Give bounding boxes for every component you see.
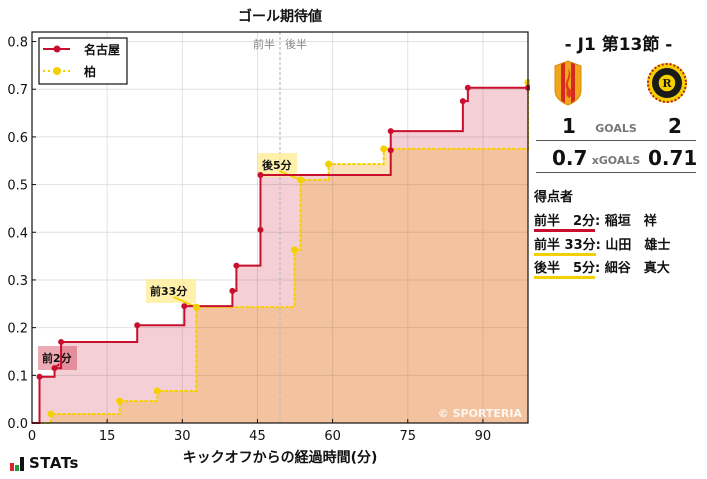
y-tick-label: 0.7 [7, 83, 28, 98]
svg-text:R: R [662, 77, 672, 90]
away-xgoals: 0.71 [648, 146, 698, 170]
y-tick-label: 0.8 [7, 36, 28, 51]
home-data-point [51, 365, 58, 372]
y-tick-label: 0.4 [7, 226, 28, 241]
legend-away-marker-icon [53, 67, 61, 75]
scorer-item: 後半 5分: 細谷 真大 [534, 257, 670, 279]
scorer-time: 前半 33分 [534, 234, 596, 256]
away-data-point [297, 176, 305, 184]
xgoals-row: 0.7 xGOALS 0.71 [536, 144, 698, 173]
legend-home-label: 名古屋 [84, 42, 120, 57]
x-tick-label: 60 [324, 429, 341, 444]
home-data-point [464, 84, 471, 91]
away-data-point [192, 303, 200, 311]
away-data-point [47, 410, 55, 418]
home-data-point [257, 172, 264, 179]
x-tick-label: 75 [399, 429, 416, 444]
annotation-label: 後5分 [262, 158, 292, 172]
away-data-point [325, 160, 333, 168]
scorer-name: : 山田 雄士 [595, 238, 671, 253]
scorer-item: 前半 2分: 稲垣 祥 [534, 210, 657, 232]
scorer-item: 前半 33分: 山田 雄士 [534, 234, 670, 256]
home-data-point [134, 322, 141, 329]
away-data-point [153, 387, 161, 395]
annotation-box [258, 153, 297, 177]
away-data-point [116, 397, 124, 405]
x-tick-label: 45 [249, 429, 266, 444]
y-tick-label: 0.3 [7, 274, 28, 289]
bar-chart-icon [10, 457, 24, 471]
xgoals-label: xGOALS [591, 154, 641, 167]
home-data-point [58, 338, 65, 345]
away-data-point [380, 145, 388, 153]
annotation-label: 前2分 [42, 351, 72, 365]
scorer-name: : 細谷 真大 [595, 261, 670, 276]
x-tick-label: 15 [99, 429, 116, 444]
home-data-point [387, 128, 394, 135]
y-tick-label: 0.2 [7, 322, 28, 337]
away-area [32, 82, 528, 424]
x-tick-label: 30 [174, 429, 191, 444]
away-team-crest-icon: R [647, 63, 687, 103]
home-data-point [387, 147, 394, 154]
watermark: © SPORTERIA [438, 407, 523, 420]
scorer-time: 前半 2分 [534, 210, 596, 232]
goals-row: 1 GOALS 2 [536, 112, 696, 141]
round-title: - J1 第13節 - [564, 35, 673, 55]
y-tick-label: 0.0 [7, 417, 28, 432]
home-data-point [459, 98, 466, 105]
away-xg-line [31, 81, 529, 424]
home-data-point [229, 287, 236, 294]
away-data-point [524, 79, 530, 87]
home-area [32, 87, 528, 423]
away-data-point [291, 246, 299, 254]
home-data-point [233, 262, 240, 269]
x-axis-label: キックオフからの経過時間(分) [182, 450, 378, 466]
y-tick-label: 0.5 [7, 179, 28, 194]
legend-away-label: 柏 [84, 64, 96, 79]
annotation-box [146, 279, 196, 303]
home-goals: 1 [562, 114, 576, 138]
first-half-label: 前半 [253, 37, 275, 51]
home-team-crest-icon [554, 60, 582, 106]
annotation-label: 前33分 [150, 284, 187, 298]
home-xgoals: 0.7 [552, 146, 588, 170]
home-data-point [257, 226, 264, 233]
second-half-label: 後半 [285, 37, 307, 51]
scorer-time: 後半 5分 [534, 257, 596, 279]
legend-home-marker-icon [53, 45, 61, 53]
legend-box [38, 37, 128, 85]
x-tick-label: 90 [475, 429, 492, 444]
plot-frame [31, 31, 529, 424]
y-tick-label: 0.1 [7, 369, 28, 384]
stats-logo: STATs [10, 456, 79, 471]
logo-text: STATs [29, 454, 79, 472]
scorers-title: 得点者 [534, 190, 574, 205]
chart-title: ゴール期待値 [238, 9, 322, 25]
scorer-name: : 稲垣 祥 [595, 214, 657, 229]
x-tick-label: 0 [28, 429, 36, 444]
away-goals: 2 [668, 114, 682, 138]
y-tick-label: 0.6 [7, 131, 28, 146]
home-data-point [36, 373, 43, 380]
home-data-point [181, 303, 188, 310]
goals-label: GOALS [595, 122, 637, 135]
